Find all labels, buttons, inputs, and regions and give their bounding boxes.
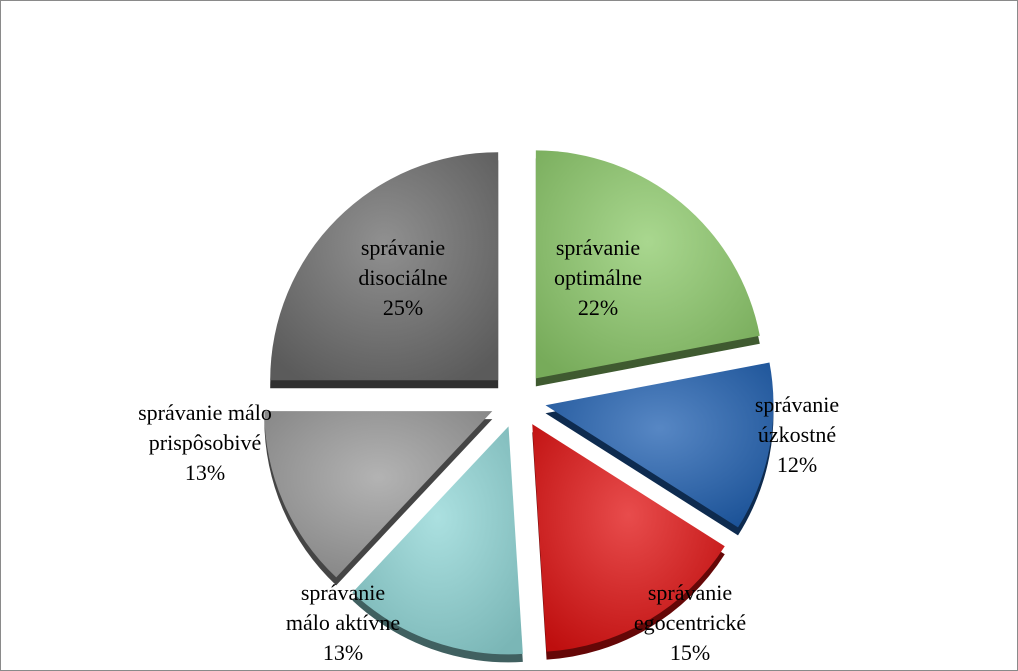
data-label-percent: 22% (578, 295, 618, 320)
pie-slice-4 (352, 426, 523, 663)
pie-slice-face (545, 362, 774, 528)
data-label-percent: 12% (777, 452, 817, 477)
data-label-text: správanie (755, 392, 839, 417)
data-label-text: správanie (648, 580, 732, 605)
data-label-text: úzkostné (758, 422, 836, 447)
pie-slice-1 (535, 150, 760, 387)
data-label-percent: 13% (323, 640, 363, 665)
pie-slice-2 (545, 362, 774, 536)
pie-slice-6 (270, 152, 499, 389)
data-label-text: správanie málo (138, 400, 272, 425)
data-label-percent: 15% (670, 640, 710, 665)
data-label-percent: 13% (185, 460, 225, 485)
data-label-4: správanie málo aktívne 13% (286, 580, 400, 665)
data-label-text: egocentrické (634, 610, 746, 635)
pie-slice-face (352, 426, 523, 655)
pie-slice-face (264, 411, 493, 578)
data-label-text: správanie (556, 235, 640, 260)
data-label-5: správanie málo prispôsobivé 13% (138, 400, 272, 485)
data-label-text: správanie (361, 235, 445, 260)
data-label-text: disociálne (358, 265, 447, 290)
pie-slice-face (532, 424, 725, 652)
data-label-text: správanie (301, 580, 385, 605)
data-label-3: správanie egocentrické 15% (634, 580, 746, 665)
data-label-percent: 25% (383, 295, 423, 320)
pie-slice-5 (264, 411, 493, 586)
pie-slice-face (535, 150, 760, 379)
pie-slice-3 (532, 424, 725, 660)
data-label-2: správanie úzkostné 12% (755, 392, 839, 477)
data-label-1: správanie optimálne 22% (554, 235, 642, 320)
data-label-6: správanie disociálne 25% (358, 235, 447, 320)
pie-slice-face (270, 152, 499, 381)
data-label-text: málo aktívne (286, 610, 400, 635)
data-label-text: prispôsobivé (149, 430, 261, 455)
data-label-text: optimálne (554, 265, 642, 290)
